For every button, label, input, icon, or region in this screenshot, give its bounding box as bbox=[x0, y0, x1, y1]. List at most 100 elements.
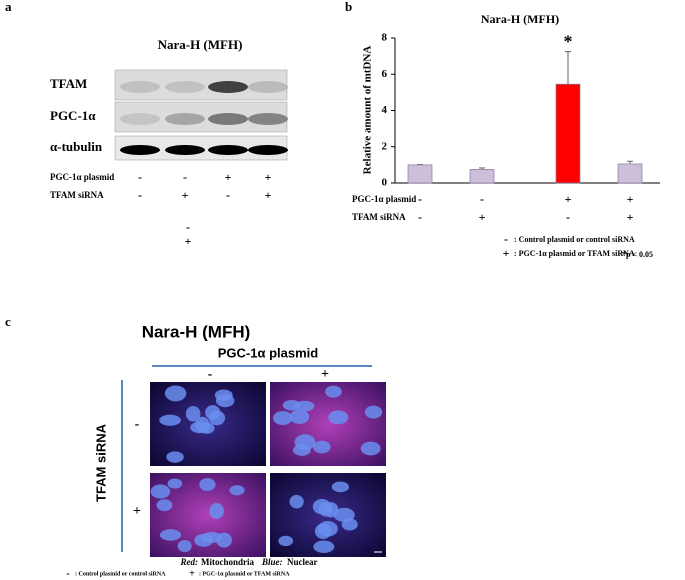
nucleus bbox=[150, 484, 171, 499]
blot-label: α-tubulin bbox=[50, 139, 103, 154]
condition-sign: + bbox=[627, 210, 634, 224]
legend-text: : Control plasmid or control siRNA bbox=[514, 235, 635, 244]
condition-sign: + bbox=[265, 188, 272, 202]
nucleus bbox=[360, 441, 381, 456]
bar bbox=[555, 83, 581, 184]
nucleus bbox=[294, 434, 316, 451]
legend-symbol: + bbox=[503, 246, 510, 260]
nucleus bbox=[159, 414, 181, 426]
condition-name: PGC-1α plasmid bbox=[50, 172, 114, 182]
y-tick-label: 6 bbox=[382, 68, 388, 80]
row-sign: - bbox=[135, 417, 140, 432]
legend-symbol: - bbox=[504, 232, 508, 246]
legend-text: : PGC-1α plasmid or TFAM siRNA bbox=[199, 571, 290, 577]
blot-row bbox=[114, 101, 288, 133]
legend-text: : PGC-1α plasmid or TFAM siRNA bbox=[514, 249, 635, 258]
nucleus bbox=[166, 451, 184, 463]
title: Nara-H (MFH) bbox=[158, 37, 243, 52]
nucleus bbox=[159, 529, 182, 541]
nucleus bbox=[313, 540, 335, 554]
blot-band bbox=[165, 81, 205, 93]
nucleus bbox=[209, 503, 224, 519]
blot-band bbox=[120, 81, 160, 93]
legend-symbol: - bbox=[186, 220, 190, 234]
nucleus bbox=[205, 405, 221, 420]
y-axis-label: Relative amount of mtDNA bbox=[362, 46, 374, 175]
nucleus bbox=[317, 521, 338, 537]
nucleus bbox=[328, 410, 349, 425]
condition-sign: + bbox=[265, 170, 272, 184]
nucleus bbox=[229, 485, 245, 496]
legend-symbol: - bbox=[66, 568, 69, 579]
nucleus bbox=[199, 478, 216, 492]
nucleus bbox=[201, 532, 223, 543]
y-tick-label: 2 bbox=[382, 140, 388, 152]
condition-sign: - bbox=[566, 210, 570, 224]
column-header: PGC-1α plasmid bbox=[218, 345, 319, 360]
panel-label: b bbox=[345, 0, 352, 14]
panel-label: c bbox=[5, 314, 11, 329]
panel-label: a bbox=[5, 0, 12, 14]
blot-row bbox=[114, 69, 288, 101]
condition-sign: + bbox=[479, 210, 486, 224]
condition-sign: + bbox=[182, 188, 189, 202]
nucleus bbox=[273, 411, 293, 425]
legend-text: : Control plasmid or control siRNA bbox=[75, 571, 166, 577]
chart-title: Nara-H (MFH) bbox=[481, 12, 559, 26]
column-sign: + bbox=[321, 367, 329, 382]
nucleus bbox=[177, 539, 192, 553]
condition-sign: - bbox=[480, 192, 484, 206]
nucleus bbox=[364, 405, 383, 419]
blot-band bbox=[208, 145, 248, 155]
significance-star: * bbox=[564, 32, 573, 52]
y-tick-label: 4 bbox=[382, 104, 388, 116]
nucleus bbox=[164, 385, 187, 402]
condition-sign: - bbox=[418, 192, 422, 206]
blot-label: PGC-1α bbox=[50, 108, 96, 123]
condition-sign: - bbox=[183, 170, 187, 184]
caption-key: Blue: bbox=[261, 557, 283, 567]
title: Nara-H (MFH) bbox=[142, 322, 251, 341]
nucleus bbox=[313, 440, 331, 454]
condition-sign: - bbox=[138, 188, 142, 202]
blot-band bbox=[248, 145, 288, 155]
nucleus bbox=[156, 499, 173, 512]
blot-band bbox=[248, 81, 288, 93]
y-tick-label: 0 bbox=[382, 177, 388, 189]
condition-name: TFAM siRNA bbox=[352, 212, 406, 222]
blot-band bbox=[165, 113, 205, 125]
bar bbox=[469, 169, 495, 184]
nucleus bbox=[294, 400, 315, 412]
nucleus bbox=[331, 481, 350, 493]
significance-note: *p < 0.05 bbox=[622, 250, 653, 259]
y-tick-label: 8 bbox=[382, 32, 388, 44]
condition-sign: + bbox=[225, 170, 232, 184]
condition-sign: + bbox=[565, 192, 572, 206]
blot-band bbox=[120, 145, 160, 155]
nucleus bbox=[185, 406, 201, 422]
caption-text: Nuclear bbox=[287, 557, 318, 567]
condition-sign: + bbox=[627, 192, 634, 206]
condition-sign: - bbox=[138, 170, 142, 184]
condition-sign: - bbox=[226, 188, 230, 202]
nucleus bbox=[325, 385, 342, 398]
bar bbox=[617, 163, 643, 184]
blot-band bbox=[208, 113, 248, 125]
row-sign: + bbox=[133, 504, 141, 519]
nucleus bbox=[333, 507, 355, 522]
nucleus bbox=[289, 494, 304, 509]
nucleus bbox=[278, 535, 294, 547]
caption-key: Red: bbox=[180, 557, 199, 567]
column-sign: - bbox=[208, 367, 213, 382]
nucleus bbox=[167, 478, 183, 489]
legend-symbol: + bbox=[185, 234, 192, 248]
blot-band bbox=[248, 113, 288, 125]
caption-text: Mitochondria bbox=[201, 557, 254, 567]
row-header: TFAM siRNA bbox=[93, 423, 108, 502]
condition-sign: - bbox=[418, 210, 422, 224]
nucleus bbox=[190, 421, 210, 434]
blot-label: TFAM bbox=[50, 76, 87, 91]
nucleus bbox=[215, 394, 235, 408]
